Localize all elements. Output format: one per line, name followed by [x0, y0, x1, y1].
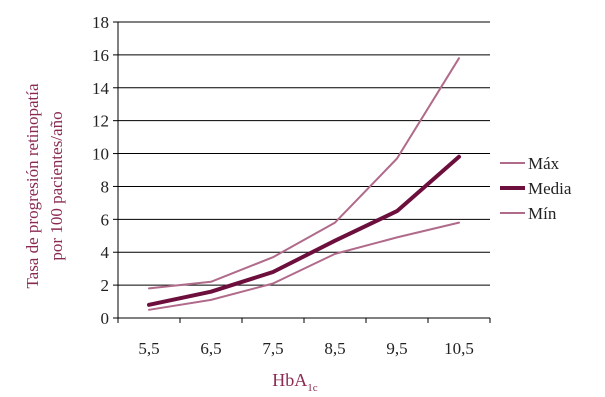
y-tick-labels: 0 2 4 6 8 10 12 14 16 18: [92, 13, 110, 328]
x-tick-label-8,5: 8,5: [324, 339, 345, 358]
x-axis-label-subscript: 1c: [307, 382, 318, 392]
x-tick-labels: 5,5 6,5 7,5 8,5 9,5 10,5: [138, 339, 474, 358]
y-tick-label-10: 10: [92, 145, 109, 164]
y-tick-label-16: 16: [92, 46, 109, 65]
y-tick-label-12: 12: [92, 112, 109, 131]
axes: [113, 21, 491, 323]
y-axis-label-line-2: por 100 pacientes/año: [47, 111, 66, 260]
y-axis-label-line-1: Tasa de progresión retinopatía: [23, 83, 42, 289]
legend-label-2: Mín: [528, 204, 557, 223]
y-tick-label-2: 2: [101, 276, 110, 295]
y-tick-label-18: 18: [92, 13, 109, 32]
x-axis-label: HbA1c: [272, 370, 318, 392]
series-lines: [147, 57, 461, 311]
y-tick-label-6: 6: [101, 210, 110, 229]
series-line-2: [148, 221, 460, 311]
x-tick-label-7,5: 7,5: [262, 339, 283, 358]
legend-label-0: Máx: [528, 154, 560, 173]
x-tick-label-5,5: 5,5: [138, 339, 159, 358]
legend-label-1: Media: [528, 179, 572, 198]
legend: Máx Media Mín: [500, 154, 572, 223]
gridlines: [118, 21, 490, 286]
y-tick-label-4: 4: [101, 243, 110, 262]
series-line-1: [147, 154, 461, 307]
series-line-0: [148, 57, 460, 290]
y-tick-label-8: 8: [101, 177, 110, 196]
y-tick-label-14: 14: [92, 79, 110, 98]
x-tick-label-6,5: 6,5: [200, 339, 221, 358]
x-tick-label-10,5: 10,5: [444, 339, 474, 358]
x-axis-label-main: HbA: [272, 370, 307, 390]
x-tick-label-9,5: 9,5: [386, 339, 407, 358]
y-tick-label-0: 0: [101, 309, 110, 328]
